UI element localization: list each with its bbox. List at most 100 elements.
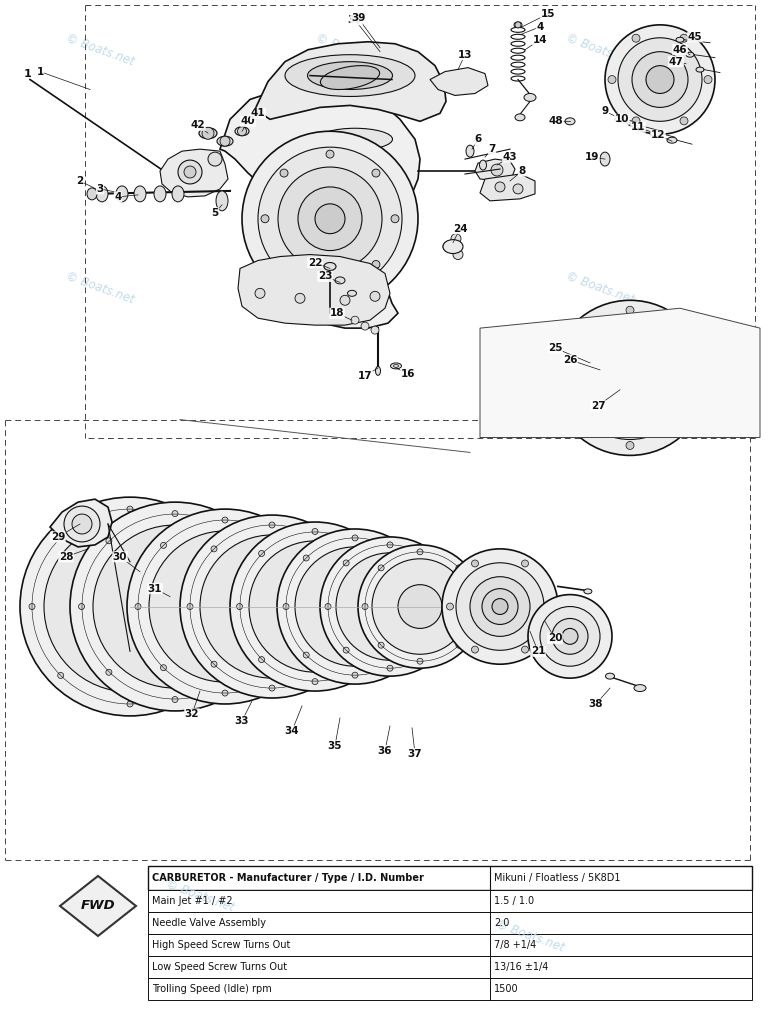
Circle shape (578, 422, 586, 430)
Circle shape (93, 525, 257, 688)
Circle shape (127, 507, 133, 512)
Text: 4: 4 (114, 192, 121, 202)
Circle shape (449, 604, 455, 609)
Circle shape (225, 604, 231, 609)
Circle shape (391, 214, 399, 223)
Text: 4: 4 (536, 22, 544, 32)
Text: 34: 34 (285, 726, 300, 736)
Circle shape (387, 542, 393, 548)
Ellipse shape (87, 188, 97, 200)
Circle shape (417, 549, 423, 555)
Circle shape (312, 679, 318, 685)
Bar (148, 866, 752, 890)
Text: 39: 39 (348, 15, 362, 25)
Circle shape (312, 528, 318, 535)
Text: © Boats.net: © Boats.net (564, 270, 636, 307)
Circle shape (472, 646, 478, 653)
Ellipse shape (524, 93, 536, 102)
Circle shape (558, 374, 566, 382)
Circle shape (608, 76, 616, 84)
Text: CARBURETOR - Manufacturer / Type / I.D. Number: CARBURETOR - Manufacturer / Type / I.D. … (152, 873, 424, 883)
Ellipse shape (696, 67, 704, 73)
Text: 33: 33 (235, 716, 250, 726)
Ellipse shape (96, 185, 108, 202)
Circle shape (187, 604, 193, 609)
Circle shape (528, 595, 612, 679)
Text: 2: 2 (76, 176, 84, 186)
Ellipse shape (172, 185, 184, 202)
Polygon shape (475, 160, 515, 181)
Text: Needle Valve Assembly: Needle Valve Assembly (152, 918, 266, 928)
Circle shape (547, 603, 554, 610)
Text: 1: 1 (24, 68, 32, 79)
Bar (148, 978, 752, 1000)
Circle shape (453, 250, 463, 260)
Ellipse shape (134, 185, 146, 202)
Text: 24: 24 (452, 224, 467, 234)
Ellipse shape (285, 55, 415, 96)
Circle shape (211, 661, 217, 667)
Bar (148, 912, 752, 934)
Circle shape (211, 546, 217, 552)
Circle shape (336, 553, 444, 660)
Bar (148, 890, 752, 912)
Ellipse shape (667, 137, 677, 143)
Ellipse shape (199, 127, 217, 139)
Text: 41: 41 (250, 109, 265, 118)
Text: 30: 30 (113, 552, 127, 562)
Circle shape (283, 543, 290, 548)
Ellipse shape (620, 323, 690, 433)
Circle shape (222, 517, 228, 523)
Circle shape (366, 550, 372, 556)
Circle shape (637, 344, 644, 351)
Circle shape (340, 295, 350, 306)
Circle shape (387, 665, 393, 671)
Circle shape (222, 690, 228, 696)
Circle shape (320, 537, 460, 677)
Text: 6: 6 (475, 135, 482, 144)
Text: 8: 8 (518, 166, 525, 176)
Text: 13/16 ±1/4: 13/16 ±1/4 (494, 962, 548, 972)
Circle shape (370, 291, 380, 301)
Circle shape (351, 604, 357, 609)
Text: 17: 17 (358, 371, 372, 381)
Text: 1500: 1500 (494, 984, 518, 994)
Circle shape (637, 405, 644, 411)
Ellipse shape (629, 336, 681, 420)
Text: Mikuni / Floatless / 5K8D1: Mikuni / Floatless / 5K8D1 (494, 873, 621, 883)
Ellipse shape (116, 185, 128, 202)
Circle shape (315, 204, 345, 234)
Circle shape (431, 560, 437, 566)
Circle shape (58, 535, 64, 541)
Circle shape (521, 560, 528, 567)
Circle shape (237, 126, 247, 136)
Ellipse shape (376, 367, 380, 375)
Circle shape (343, 648, 349, 653)
Circle shape (178, 161, 202, 184)
Ellipse shape (154, 185, 166, 202)
Circle shape (651, 418, 658, 424)
Text: © Boats.net: © Boats.net (64, 31, 136, 68)
Ellipse shape (634, 685, 646, 692)
Text: © Boats.net: © Boats.net (564, 31, 636, 68)
Circle shape (646, 65, 674, 93)
Text: 9: 9 (601, 107, 608, 116)
Circle shape (278, 167, 382, 270)
Circle shape (106, 538, 112, 544)
Circle shape (495, 182, 505, 192)
Text: 36: 36 (378, 746, 392, 755)
Circle shape (472, 604, 478, 609)
Text: 15: 15 (541, 9, 555, 19)
Circle shape (255, 288, 265, 298)
Circle shape (172, 696, 178, 702)
Text: 37: 37 (408, 749, 422, 758)
Circle shape (242, 132, 418, 307)
Circle shape (680, 34, 688, 42)
Circle shape (352, 672, 358, 679)
Circle shape (470, 577, 530, 636)
Bar (148, 956, 752, 978)
Circle shape (161, 665, 167, 670)
Circle shape (401, 555, 407, 562)
Text: 22: 22 (308, 258, 323, 267)
Circle shape (135, 604, 141, 609)
